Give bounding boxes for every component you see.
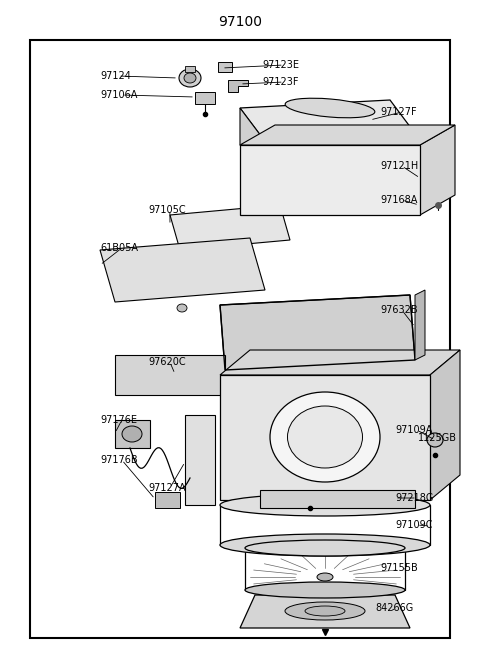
Text: 97121H: 97121H bbox=[380, 161, 418, 171]
Ellipse shape bbox=[245, 582, 405, 598]
Polygon shape bbox=[240, 595, 410, 628]
Bar bbox=[218, 62, 232, 72]
Polygon shape bbox=[240, 108, 270, 185]
Polygon shape bbox=[170, 205, 290, 250]
Ellipse shape bbox=[184, 73, 196, 83]
Text: 97100: 97100 bbox=[218, 15, 262, 29]
Bar bbox=[115, 420, 150, 448]
Polygon shape bbox=[220, 350, 460, 375]
Text: 97106A: 97106A bbox=[100, 90, 137, 100]
Text: 84266G: 84266G bbox=[375, 603, 413, 613]
Ellipse shape bbox=[179, 69, 201, 87]
Text: 97127A: 97127A bbox=[148, 483, 186, 493]
Polygon shape bbox=[228, 80, 248, 92]
Text: 97105C: 97105C bbox=[148, 205, 186, 215]
Ellipse shape bbox=[177, 304, 187, 312]
Ellipse shape bbox=[285, 602, 365, 620]
Ellipse shape bbox=[288, 406, 362, 468]
Ellipse shape bbox=[122, 426, 142, 442]
Text: 97168A: 97168A bbox=[380, 195, 418, 205]
Bar bbox=[30, 40, 450, 638]
Ellipse shape bbox=[317, 573, 333, 581]
Polygon shape bbox=[220, 295, 415, 370]
Text: 97218G: 97218G bbox=[395, 493, 433, 503]
Ellipse shape bbox=[220, 494, 430, 516]
Bar bbox=[185, 415, 215, 505]
Polygon shape bbox=[100, 238, 265, 302]
Bar bbox=[240, 145, 420, 215]
Ellipse shape bbox=[270, 392, 380, 482]
Ellipse shape bbox=[285, 98, 375, 118]
Bar bbox=[185, 66, 195, 72]
Text: 97620C: 97620C bbox=[148, 357, 186, 367]
Bar bbox=[195, 92, 215, 104]
Polygon shape bbox=[240, 125, 455, 145]
Text: 97155B: 97155B bbox=[380, 563, 418, 573]
Text: 97176B: 97176B bbox=[100, 455, 138, 465]
Ellipse shape bbox=[427, 433, 443, 447]
Polygon shape bbox=[420, 125, 455, 215]
Polygon shape bbox=[240, 100, 420, 148]
Text: 97176E: 97176E bbox=[100, 415, 137, 425]
Text: 97127F: 97127F bbox=[380, 107, 417, 117]
Bar bbox=[155, 492, 180, 508]
Ellipse shape bbox=[245, 540, 405, 556]
Text: 97123F: 97123F bbox=[262, 77, 299, 87]
Text: 97632B: 97632B bbox=[380, 305, 418, 315]
Ellipse shape bbox=[220, 534, 430, 556]
Bar bbox=[115, 355, 225, 395]
Polygon shape bbox=[415, 290, 425, 360]
Text: 97124: 97124 bbox=[100, 71, 131, 81]
Text: 1125GB: 1125GB bbox=[418, 433, 457, 443]
Text: 61B05A: 61B05A bbox=[100, 243, 138, 253]
Bar bbox=[260, 490, 415, 508]
Polygon shape bbox=[430, 350, 460, 500]
Ellipse shape bbox=[305, 606, 345, 616]
Bar bbox=[220, 375, 430, 500]
Text: 97123E: 97123E bbox=[262, 60, 299, 70]
Text: 97109A: 97109A bbox=[395, 425, 432, 435]
Text: 97109C: 97109C bbox=[395, 520, 432, 530]
